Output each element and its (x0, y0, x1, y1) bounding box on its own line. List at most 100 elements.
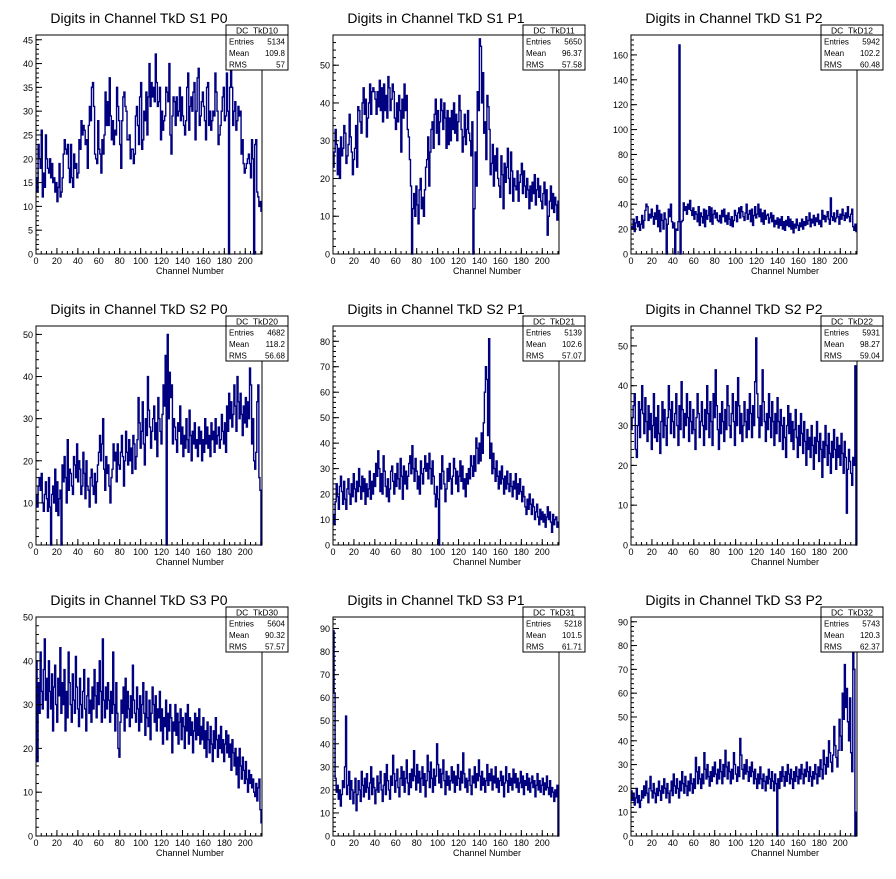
x-tick-label: 200 (833, 547, 848, 557)
y-tick-label: 0 (28, 832, 33, 842)
x-tick-label: 120 (451, 838, 466, 848)
stats-box (820, 315, 884, 362)
stats-box (225, 606, 289, 653)
x-tick-label: 80 (115, 838, 125, 848)
x-axis-label: Channel Number (156, 848, 224, 858)
x-tick-label: 160 (493, 838, 508, 848)
x-tick-label: 60 (689, 547, 699, 557)
histogram-panel: Digits in Channel TkD S3 P0 0 10 20 30 40 50 0 2… (23, 592, 289, 858)
y-tick-label: 0 (623, 250, 628, 260)
stats-name: DC_TkD22 (831, 317, 873, 327)
stats-value: 5942 (862, 38, 880, 47)
stats-key: RMS (824, 61, 842, 70)
histogram-series (36, 53, 262, 255)
x-tick-label: 100 (133, 838, 148, 848)
plot-frame (35, 616, 263, 837)
stats-key: RMS (526, 352, 544, 361)
y-tick-label: 60 (618, 689, 628, 699)
stats-key: RMS (824, 352, 842, 361)
y-tick-label: 0 (623, 541, 628, 551)
y-tick-label: 70 (320, 362, 330, 372)
x-tick-label: 0 (628, 256, 633, 266)
x-tick-label: 40 (668, 547, 678, 557)
x-axis-label: Channel Number (453, 266, 521, 276)
stats-value: 102.2 (860, 49, 881, 58)
x-tick-label: 160 (493, 256, 508, 266)
y-tick-label: 80 (320, 337, 330, 347)
x-tick-label: 60 (94, 256, 104, 266)
stats-value: 5743 (862, 620, 880, 629)
y-tick-label: 10 (23, 498, 33, 508)
stats-value: 57.58 (562, 61, 583, 70)
stats-key: RMS (824, 643, 842, 652)
stats-value: 98.27 (860, 340, 881, 349)
histogram-panel: Digits in Channel TkD S1 P1 0 10 20 30 40 50 0 2… (320, 10, 586, 276)
x-tick-label: 40 (668, 256, 678, 266)
stats-value: 57.07 (562, 352, 583, 361)
x-tick-label: 140 (175, 256, 190, 266)
x-tick-label: 180 (514, 838, 529, 848)
x-tick-label: 200 (238, 547, 253, 557)
x-tick-label: 200 (833, 838, 848, 848)
x-tick-label: 100 (430, 838, 445, 848)
y-tick-label: 40 (320, 739, 330, 749)
x-tick-label: 20 (52, 256, 62, 266)
y-tick-label: 30 (320, 464, 330, 474)
x-tick-label: 100 (133, 256, 148, 266)
x-tick-label: 60 (391, 838, 401, 848)
y-tick-label: 60 (320, 693, 330, 703)
x-tick-label: 80 (710, 256, 720, 266)
panel-title: Digits in Channel TkD S2 P2 (645, 301, 822, 317)
y-tick-label: 0 (325, 832, 330, 842)
stats-key: Mean (526, 49, 546, 58)
y-tick-label: 30 (618, 760, 628, 770)
histogram-panel: Digits in Channel TkD S2 P0 0 10 20 30 40 50 0 2… (23, 301, 289, 567)
y-tick-label: 20 (23, 154, 33, 164)
y-tick-label: 25 (23, 130, 33, 140)
x-tick-label: 160 (791, 256, 806, 266)
y-tick-label: 10 (618, 501, 628, 511)
stats-value: 102.6 (562, 340, 583, 349)
x-tick-label: 180 (217, 838, 232, 848)
x-tick-label: 20 (349, 838, 359, 848)
x-tick-label: 60 (391, 547, 401, 557)
y-tick-label: 45 (23, 35, 33, 45)
y-tick-label: 15 (23, 178, 33, 188)
y-tick-label: 10 (618, 808, 628, 818)
x-tick-label: 180 (812, 256, 827, 266)
x-tick-label: 60 (689, 256, 699, 266)
panel-title: Digits in Channel TkD S3 P1 (347, 592, 524, 608)
stats-name: DC_TkD10 (236, 26, 278, 36)
stats-name: DC_TkD30 (236, 608, 278, 618)
y-tick-label: 40 (618, 381, 628, 391)
x-tick-label: 0 (628, 838, 633, 848)
x-tick-label: 20 (647, 547, 657, 557)
y-tick-label: 50 (320, 413, 330, 423)
x-tick-label: 40 (370, 256, 380, 266)
histogram-series (631, 649, 857, 837)
y-tick-label: 10 (23, 202, 33, 212)
x-tick-label: 200 (535, 838, 550, 848)
y-tick-label: 35 (23, 83, 33, 93)
x-tick-label: 160 (196, 838, 211, 848)
x-tick-label: 140 (472, 838, 487, 848)
y-tick-label: 60 (320, 388, 330, 398)
y-tick-label: 40 (618, 200, 628, 210)
x-tick-label: 80 (412, 256, 422, 266)
y-tick-label: 50 (320, 61, 330, 71)
y-tick-label: 90 (320, 624, 330, 634)
x-tick-label: 120 (749, 838, 764, 848)
x-tick-label: 200 (238, 256, 253, 266)
x-tick-label: 180 (514, 547, 529, 557)
x-tick-label: 100 (430, 547, 445, 557)
x-axis-label: Channel Number (751, 266, 819, 276)
x-tick-label: 80 (710, 547, 720, 557)
stats-key: Mean (526, 340, 546, 349)
y-tick-label: 100 (613, 125, 628, 135)
stats-key: Entries (824, 329, 849, 338)
stats-name: DC_TkD20 (236, 317, 278, 327)
x-tick-label: 160 (196, 547, 211, 557)
x-tick-label: 40 (73, 256, 83, 266)
y-tick-label: 0 (325, 541, 330, 551)
